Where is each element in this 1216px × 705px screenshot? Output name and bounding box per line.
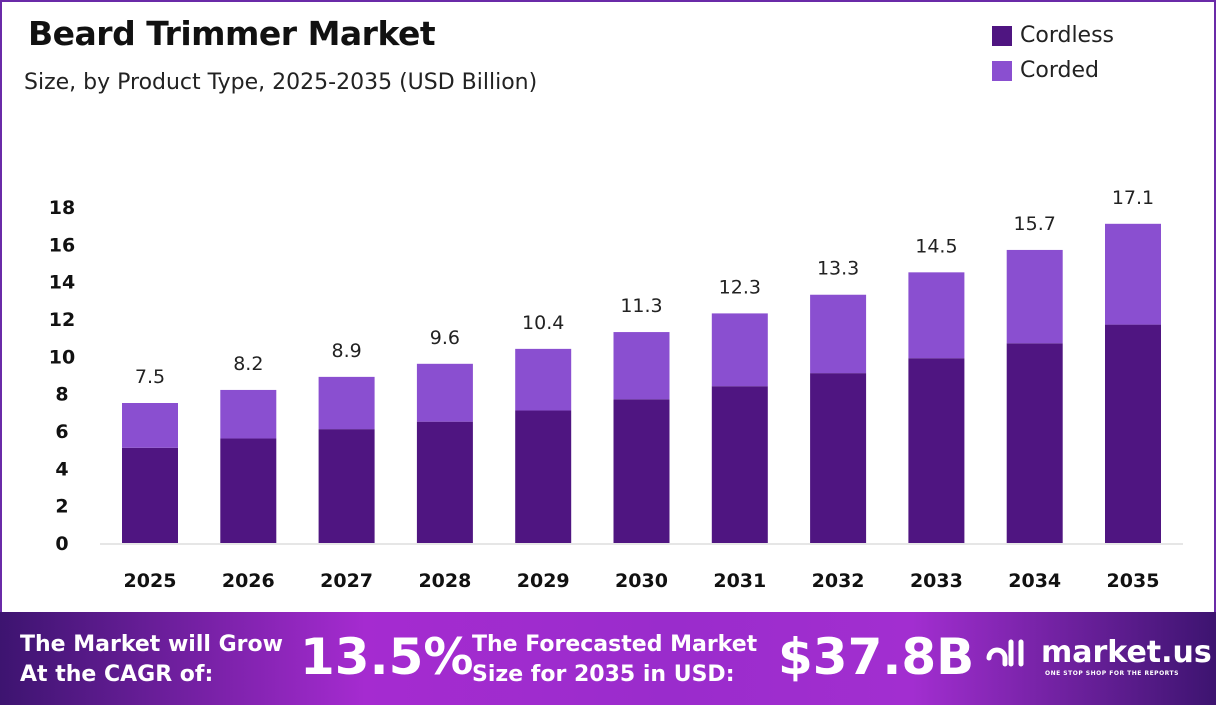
cagr-label-line: The Market will Grow <box>20 632 283 657</box>
y-tick-label: 6 <box>55 421 68 443</box>
bar-cordless <box>1006 343 1063 543</box>
bar-corded <box>515 348 572 411</box>
forecast-label: The Forecasted Market Size for 2035 in US… <box>472 630 757 690</box>
legend-swatch <box>992 25 1012 46</box>
legend-item-corded: Corded <box>992 53 1114 88</box>
bar-cordless <box>122 447 178 543</box>
x-tick-label: 2029 <box>517 570 570 592</box>
forecast-label-line: The Forecasted Market <box>472 632 758 657</box>
brand-logo: market.us <box>985 634 1212 670</box>
x-tick-label: 2034 <box>1008 570 1061 592</box>
x-tick-label: 2031 <box>713 570 766 592</box>
x-tick-label: 2025 <box>124 570 177 592</box>
y-tick-label: 2 <box>55 496 68 518</box>
footer-banner: The Market will Grow At the CAGR of: 13.5… <box>0 612 1216 705</box>
data-label: 13.3 <box>817 258 859 280</box>
y-tick-label: 4 <box>55 458 68 480</box>
y-tick-label: 12 <box>49 309 75 331</box>
bar-corded <box>810 294 867 374</box>
y-tick-label: 16 <box>49 234 75 256</box>
cagr-value: 13.5% <box>300 628 474 686</box>
legend-swatch <box>992 60 1012 81</box>
bar-cordless <box>515 410 572 543</box>
data-label: 17.1 <box>1112 187 1154 209</box>
bar-cordless <box>220 438 277 543</box>
x-tick-label: 2035 <box>1107 570 1160 592</box>
x-tick-label: 2032 <box>812 570 865 592</box>
bar-cordless <box>810 373 867 543</box>
data-label: 10.4 <box>522 312 564 334</box>
data-label: 11.3 <box>620 295 662 317</box>
bar-cordless <box>908 358 965 543</box>
legend: Cordless Corded <box>992 18 1114 88</box>
data-label: 7.5 <box>135 366 165 388</box>
bar-chart: 0 2 4 6 8 10 12 14 16 18 7.5 2025 8.2 2026 8.9 2027 9.6 2… <box>49 187 1183 592</box>
data-label: 8.2 <box>233 353 263 375</box>
x-tick-label: 2028 <box>418 570 471 592</box>
x-tick-label: 2030 <box>615 570 668 592</box>
chart-title: Beard Trimmer Market <box>28 14 436 53</box>
bar-cordless <box>1105 324 1161 543</box>
cagr-label-line: At the CAGR of: <box>20 662 214 687</box>
chart-subtitle: Size, by Product Type, 2025-2035 (USD Bi… <box>24 70 538 95</box>
x-tick-label: 2026 <box>222 570 275 592</box>
bar-corded <box>318 376 375 430</box>
y-tick-label: 18 <box>49 197 75 219</box>
legend-label: Cordless <box>1020 23 1115 48</box>
y-tick-label: 14 <box>49 272 75 294</box>
bar-cordless <box>416 421 473 543</box>
bar-cordless <box>711 386 768 543</box>
x-tick-label: 2027 <box>320 570 373 592</box>
cagr-label: The Market will Grow At the CAGR of: <box>20 630 283 690</box>
legend-item-cordless: Cordless <box>992 18 1114 53</box>
forecast-label-line: Size for 2035 in USD: <box>472 662 735 687</box>
brand-tagline: ONE STOP SHOP FOR THE REPORTS <box>1045 670 1179 677</box>
bar-cordless <box>318 429 375 543</box>
brand-name: market.us <box>1041 634 1212 670</box>
bar-corded <box>711 313 768 387</box>
y-tick-label: 8 <box>55 384 68 406</box>
data-label: 14.5 <box>915 235 957 257</box>
data-label: 8.9 <box>331 340 361 362</box>
data-label: 12.3 <box>719 276 761 298</box>
y-tick-label: 10 <box>49 346 75 368</box>
x-tick-label: 2033 <box>910 570 963 592</box>
data-label: 9.6 <box>430 327 460 349</box>
data-label: 15.7 <box>1014 213 1056 235</box>
bar-corded <box>1105 223 1161 325</box>
forecast-value: $37.8B <box>778 628 975 686</box>
bar-cordless <box>613 399 670 543</box>
chart-frame <box>0 0 1216 612</box>
bar-corded <box>220 389 277 439</box>
y-tick-label: 0 <box>55 533 68 555</box>
bar-corded <box>1006 249 1063 344</box>
legend-label: Corded <box>1020 58 1099 83</box>
bar-corded <box>416 363 473 422</box>
bar-corded <box>908 272 965 359</box>
bar-corded <box>122 403 178 448</box>
logo-icon <box>986 639 1024 667</box>
bar-corded <box>613 332 670 400</box>
